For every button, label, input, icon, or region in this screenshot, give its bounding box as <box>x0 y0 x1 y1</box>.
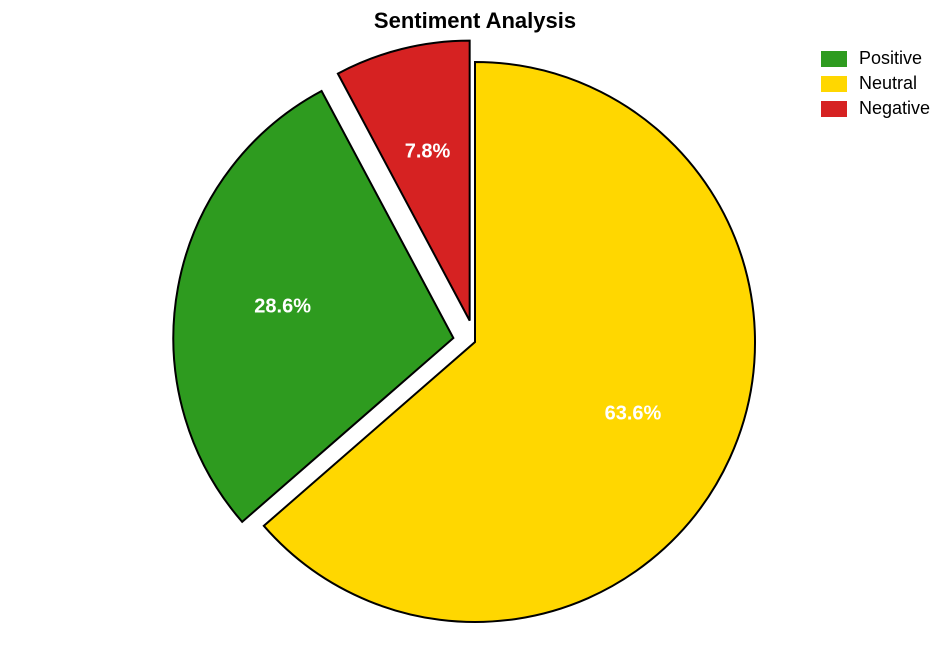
legend-label: Negative <box>859 98 930 119</box>
pie-slice-label: 63.6% <box>605 402 662 425</box>
legend-item-negative: Negative <box>821 98 930 119</box>
legend-label: Positive <box>859 48 922 69</box>
legend-swatch <box>821 101 847 117</box>
legend-item-neutral: Neutral <box>821 73 930 94</box>
pie-chart <box>169 36 781 648</box>
legend-swatch <box>821 76 847 92</box>
pie-slice-label: 7.8% <box>405 141 451 164</box>
legend: Positive Neutral Negative <box>821 48 930 123</box>
chart-container: Sentiment Analysis Positive Neutral Nega… <box>0 0 950 662</box>
legend-item-positive: Positive <box>821 48 930 69</box>
pie-slice-label: 28.6% <box>254 295 311 318</box>
legend-swatch <box>821 51 847 67</box>
legend-label: Neutral <box>859 73 917 94</box>
chart-title: Sentiment Analysis <box>0 8 950 34</box>
